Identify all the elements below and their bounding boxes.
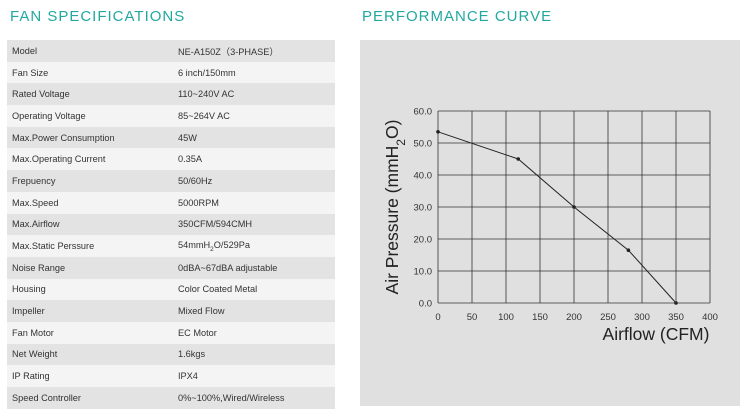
spec-row: Fan Size 6 inch/150mm — [7, 61, 335, 84]
curve-heading: PERFORMANCE CURVE — [362, 8, 553, 25]
data-point — [674, 301, 678, 305]
spec-value: 50/60Hz — [166, 170, 335, 192]
spec-value: NE-A150Z（3-PHASE） — [166, 40, 335, 62]
spec-row: Impeller Mixed Flow — [7, 300, 335, 322]
spec-key: Max.Speed — [7, 191, 166, 214]
spec-value: IPX4 — [166, 365, 335, 387]
performance-chart: 0 50 100 150 200 250 300 350 400 0.0 10.0 20.0 30.0 4… — [382, 107, 718, 345]
spec-heading: FAN SPECIFICATIONS — [10, 8, 186, 25]
x-tick-label: 200 — [566, 312, 582, 323]
spec-value: 350CFM/594CMH — [166, 213, 335, 236]
spec-table: Model NE-A150Z（3-PHASE） Fan Size 6 inch/150… — [7, 40, 335, 409]
spec-row: IP Rating IPX4 — [7, 365, 335, 387]
x-tick-label: 0 — [435, 312, 440, 323]
spec-row: Operating Voltage 85~264V AC — [7, 105, 335, 127]
data-point — [516, 157, 521, 161]
spec-value: 0.35A — [166, 148, 335, 171]
y-tick-label: 60.0 — [414, 107, 433, 118]
spec-key: Housing — [7, 278, 166, 301]
y-axis-label: Air Pressure (mmH2O) — [382, 120, 408, 295]
spec-key: Frepuency — [7, 170, 166, 192]
spec-value: 85~264V AC — [166, 105, 335, 127]
spec-value: Color Coated Metal — [166, 278, 335, 301]
spec-row: Max.Airflow 350CFM/594CMH — [7, 213, 335, 236]
y-tick-label: 40.0 — [414, 171, 433, 182]
spec-value: 6 inch/150mm — [166, 61, 335, 84]
spec-row: Max.Operating Current 0.35A — [7, 148, 335, 171]
spec-value: 54mmH2O/529Pa — [166, 235, 335, 257]
spec-value: Mixed Flow — [166, 300, 335, 322]
spec-row: Rated Voltage 110~240V AC — [7, 83, 335, 106]
spec-key: Speed Controller — [7, 387, 166, 409]
y-tick-label: 0.0 — [419, 299, 432, 310]
y-tick-label: 30.0 — [414, 203, 433, 214]
y-tick-label: 10.0 — [414, 267, 433, 278]
spec-key: Fan Motor — [7, 321, 166, 344]
spec-value: 5000RPM — [166, 191, 335, 214]
spec-key: Impeller — [7, 300, 166, 322]
x-axis-label: Airflow (CFM) — [603, 324, 710, 344]
data-point — [436, 130, 440, 134]
spec-key: Operating Voltage — [7, 105, 166, 127]
spec-row: Max.Power Consumption 45W — [7, 126, 335, 149]
spec-key: Fan Size — [7, 61, 166, 84]
spec-value: 45W — [166, 126, 335, 149]
spec-row: Speed Controller 0%~100%,Wired/Wireless — [7, 387, 335, 409]
spec-key: IP Rating — [7, 365, 166, 387]
spec-key: Model — [7, 40, 166, 62]
spec-key: Max.Operating Current — [7, 148, 166, 171]
x-tick-label: 400 — [702, 312, 718, 323]
x-tick-label: 350 — [668, 312, 684, 323]
spec-key: Max.Airflow — [7, 213, 166, 236]
spec-row: Noise Range 0dBA~67dBA adjustable — [7, 256, 335, 279]
spec-row: Housing Color Coated Metal — [7, 278, 335, 301]
spec-value: EC Motor — [166, 321, 335, 344]
spec-key: Max.Power Consumption — [7, 126, 166, 149]
spec-value: 110~240V AC — [166, 83, 335, 106]
spec-row: Frepuency 50/60Hz — [7, 170, 335, 192]
spec-row: Max.Speed 5000RPM — [7, 191, 335, 214]
data-point — [626, 248, 631, 252]
chart-background — [360, 40, 740, 406]
spec-value: 1.6kgs — [166, 343, 335, 366]
spec-key: Max.Static Perssure — [7, 235, 166, 257]
spec-key: Noise Range — [7, 256, 166, 279]
spec-value: 0dBA~67dBA adjustable — [166, 256, 335, 279]
spec-row: Fan Motor EC Motor — [7, 321, 335, 344]
x-tick-label: 50 — [467, 312, 478, 323]
x-tick-label: 250 — [600, 312, 616, 323]
spec-value: 0%~100%,Wired/Wireless — [166, 387, 335, 409]
x-tick-label: 100 — [498, 312, 514, 323]
series-line — [437, 131, 677, 304]
spec-key: Net Weight — [7, 343, 166, 366]
spec-key: Rated Voltage — [7, 83, 166, 106]
y-tick-label: 50.0 — [414, 139, 433, 150]
data-point — [572, 205, 576, 209]
spec-row: Net Weight 1.6kgs — [7, 343, 335, 366]
y-tick-label: 20.0 — [414, 235, 433, 246]
spec-row: Model NE-A150Z（3-PHASE） — [7, 40, 335, 62]
x-tick-label: 300 — [634, 312, 650, 323]
spec-row: Max.Static Perssure 54mmH2O/529Pa — [7, 235, 335, 257]
x-tick-label: 150 — [532, 312, 548, 323]
